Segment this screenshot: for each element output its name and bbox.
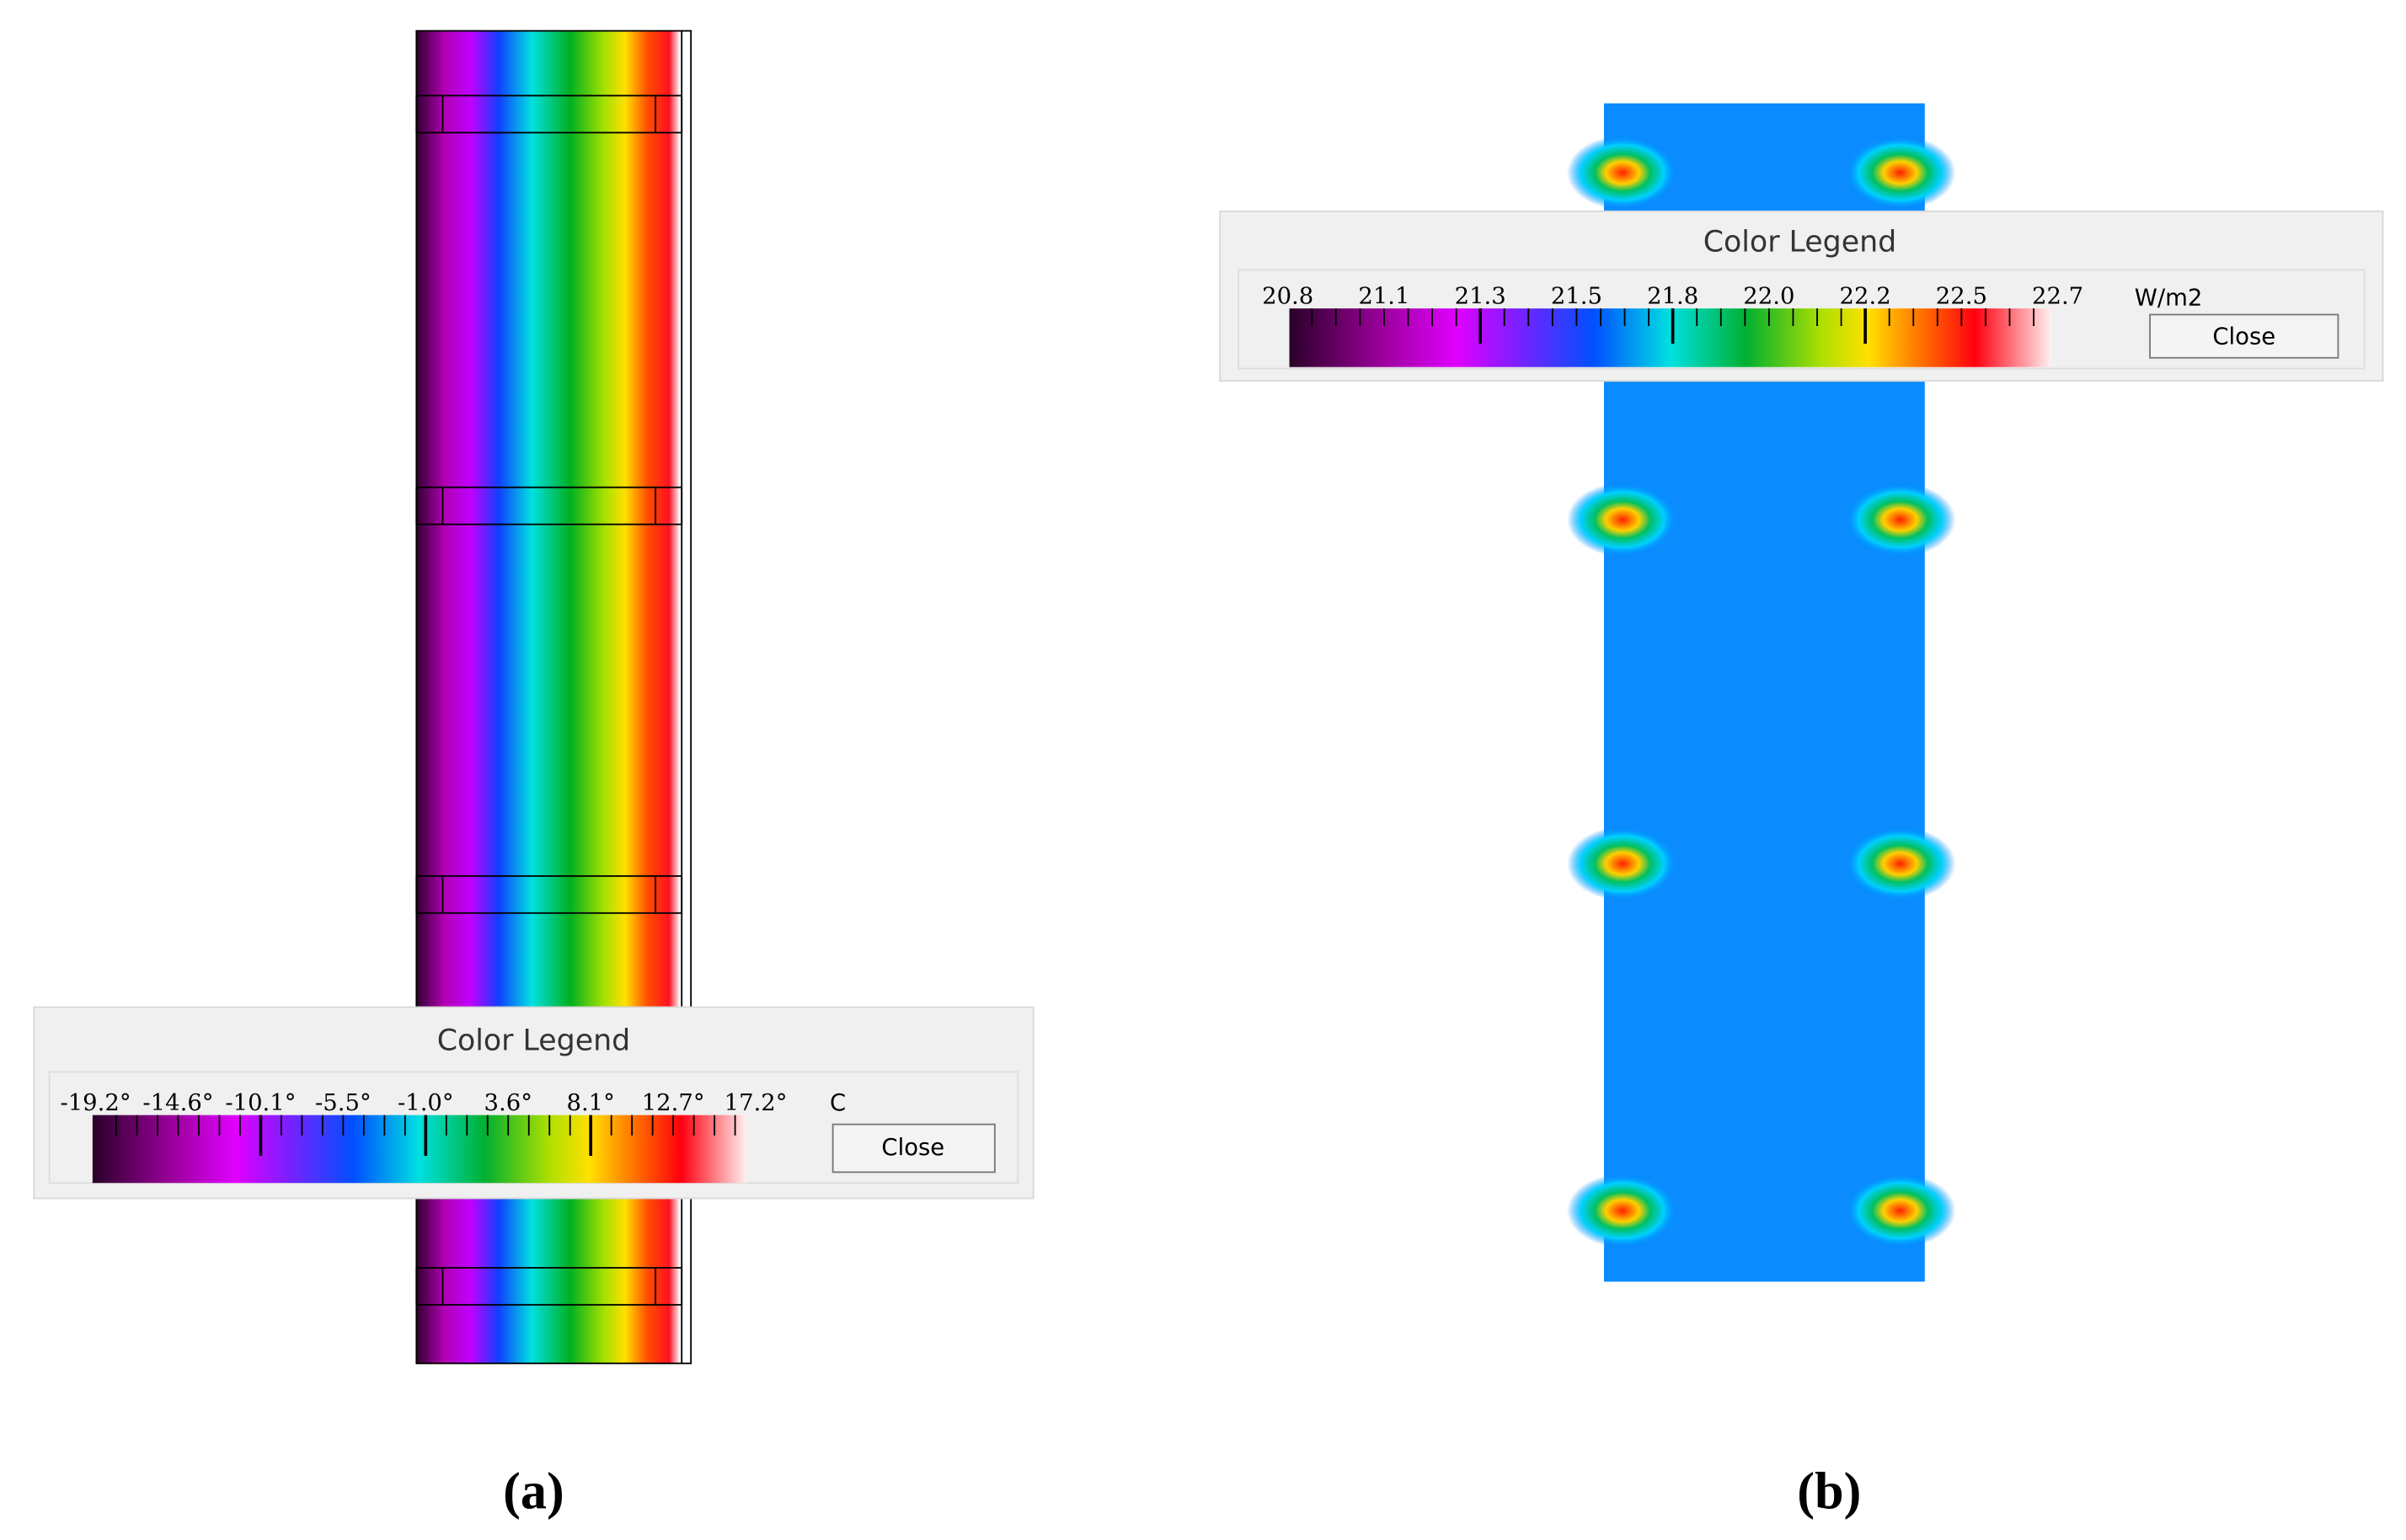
legend-tick-label: 20.8 xyxy=(1262,284,1313,310)
panel-a: Color Legend -19.2° -14.6° -10.1° -5.5° -1.0… xyxy=(33,29,1035,1520)
color-legend: Color Legend 20.8 21.1 21.3 21.5 21.8 22.0 22.… xyxy=(1219,210,2384,382)
close-button[interactable] xyxy=(831,1123,996,1174)
legend-tick-label: 17.2° xyxy=(724,1090,788,1116)
close-label[interactable]: Close xyxy=(2212,324,2275,350)
legend-tick-label: 12.7° xyxy=(642,1090,705,1116)
legend-tick-label: 21.3 xyxy=(1455,284,1506,310)
legend-tick-label: 22.0 xyxy=(1743,284,1794,310)
legend-title: Color Legend xyxy=(437,1024,631,1058)
legend-tick-label: 22.5 xyxy=(1936,284,1987,310)
legend-unit: W/m2 xyxy=(2135,285,2203,311)
close-button[interactable] xyxy=(2149,313,2339,359)
legend-tick-label: 21.8 xyxy=(1647,284,1698,310)
close-label[interactable]: Close xyxy=(881,1135,944,1161)
legend-tick-label: 3.6° xyxy=(484,1090,532,1116)
hot-spots xyxy=(1567,136,1956,1249)
color-legend: Color Legend -19.2° -14.6° -10.1° -5.5° -1.0… xyxy=(33,1006,1035,1200)
legend-tick-label: -1.0° xyxy=(398,1090,454,1116)
legend-tick-label: 8.1° xyxy=(566,1090,614,1116)
legend-tick-label: 21.5 xyxy=(1551,284,1602,310)
panel-label: (b) xyxy=(1797,1462,1861,1520)
legend-tick-label: -14.6° xyxy=(142,1090,213,1116)
legend-tick-label: -10.1° xyxy=(225,1090,296,1116)
legend-unit: C xyxy=(830,1090,846,1116)
legend-tick-label: 22.7 xyxy=(2032,284,2083,310)
panel-b: Color Legend 20.8 21.1 21.3 21.5 21.8 22.0 22.… xyxy=(1219,103,2384,1520)
anchors xyxy=(415,30,683,1364)
legend-tick-label: -19.2° xyxy=(60,1090,131,1116)
legend-title: Color Legend xyxy=(1703,225,1897,259)
legend-tick-label: 21.1 xyxy=(1358,284,1409,310)
legend-tick-label: -5.5° xyxy=(315,1090,372,1116)
legend-tick-label: 22.2 xyxy=(1840,284,1891,310)
panel-label: (a) xyxy=(503,1462,564,1520)
